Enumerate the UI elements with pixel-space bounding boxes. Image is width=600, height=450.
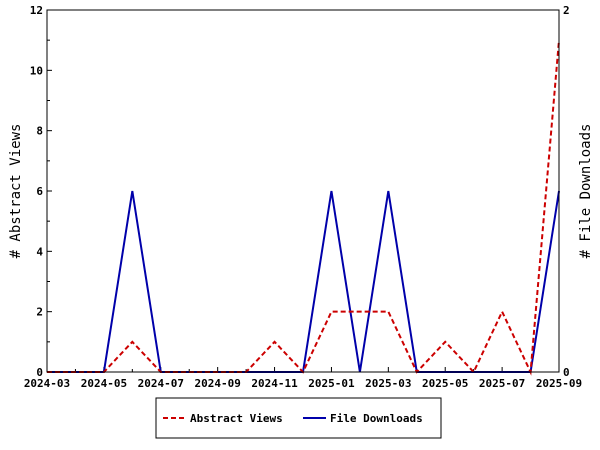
legend-box bbox=[155, 397, 442, 439]
y-axis-left-label: # Abstract Views bbox=[8, 124, 24, 259]
legend-label-file-downloads: File Downloads bbox=[330, 412, 423, 425]
x-tick-label: 2025-09 bbox=[536, 377, 582, 390]
x-tick-label: 2024-07 bbox=[138, 377, 184, 390]
x-tick-label: 2025-07 bbox=[479, 377, 525, 390]
legend: Abstract Views File Downloads bbox=[155, 397, 442, 439]
y-tick-label: 6 bbox=[36, 185, 43, 198]
y-tick-label: 2 bbox=[36, 306, 43, 319]
y-right-tick-label: 2 bbox=[563, 4, 570, 17]
x-tick-label: 2025-05 bbox=[422, 377, 468, 390]
x-tick-label: 2024-05 bbox=[81, 377, 127, 390]
legend-label-abstract-views: Abstract Views bbox=[190, 412, 283, 425]
x-tick-label: 2025-03 bbox=[365, 377, 411, 390]
y-tick-label: 12 bbox=[30, 4, 43, 17]
series-line-file-downloads bbox=[47, 190, 560, 373]
series-line-abstract-views bbox=[47, 40, 560, 376]
x-tick-label: 2024-11 bbox=[251, 377, 298, 390]
plot-area-frame bbox=[46, 9, 560, 373]
y-tick-label: 4 bbox=[36, 245, 43, 258]
y-tick-label: 8 bbox=[36, 125, 43, 138]
x-tick-label: 2024-09 bbox=[194, 377, 240, 390]
y-right-tick-label: 0 bbox=[563, 366, 570, 379]
y-axis-right-label: # File Downloads bbox=[578, 124, 594, 259]
x-tick-label: 2025-01 bbox=[308, 377, 355, 390]
y-tick-label: 10 bbox=[30, 64, 43, 77]
x-tick-label: 2024-03 bbox=[24, 377, 70, 390]
y-tick-label: 0 bbox=[36, 366, 43, 379]
